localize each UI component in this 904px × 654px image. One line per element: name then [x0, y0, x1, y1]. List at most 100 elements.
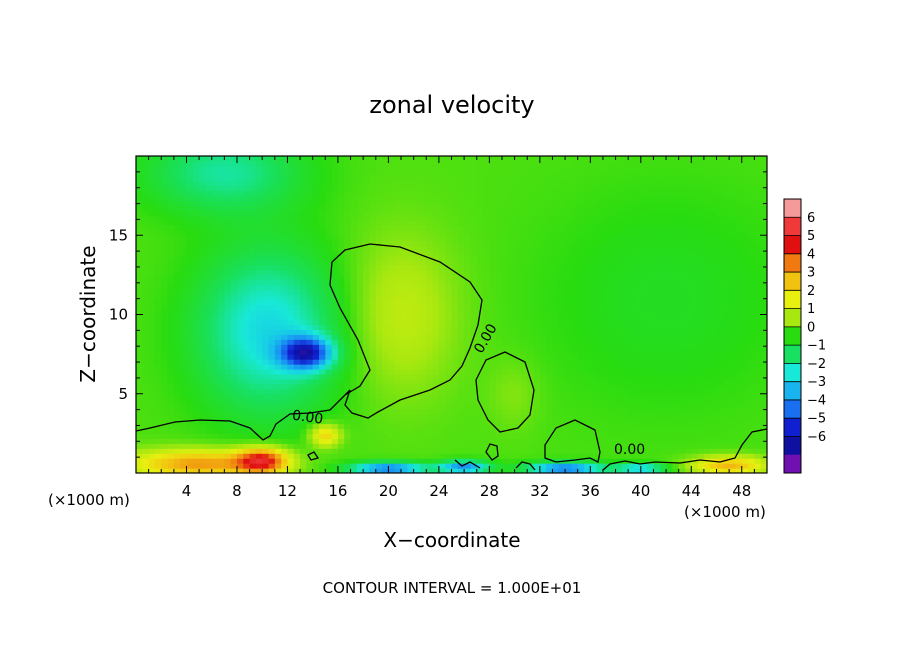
heatmap-cell — [262, 398, 270, 405]
heatmap-cell — [224, 403, 232, 410]
heatmap-cell — [464, 245, 472, 251]
heatmap-cell — [741, 393, 749, 400]
heatmap-cell — [255, 235, 263, 241]
heatmap-cell — [716, 383, 724, 390]
heatmap-cell — [508, 334, 516, 340]
heatmap-cell — [199, 438, 207, 444]
heatmap-cell — [533, 448, 541, 454]
heatmap-cell — [596, 468, 604, 473]
heatmap-cell — [565, 438, 572, 444]
heatmap-cell — [754, 319, 762, 325]
heatmap-cell — [369, 413, 377, 420]
heatmap-cell — [274, 339, 282, 345]
heatmap-cell — [148, 393, 156, 400]
heatmap-cell — [628, 255, 636, 261]
heatmap-cell — [154, 443, 162, 449]
heatmap-cell — [300, 294, 307, 301]
heatmap-cell — [520, 339, 528, 345]
heatmap-cell — [337, 364, 345, 370]
heatmap-cell — [281, 274, 289, 281]
heatmap-cell — [539, 269, 547, 276]
heatmap-cell — [136, 319, 143, 325]
heatmap-cell — [287, 433, 295, 439]
heatmap-cell — [754, 398, 762, 405]
heatmap-cell — [552, 334, 560, 340]
heatmap-cell — [407, 398, 415, 405]
heatmap-cell — [546, 250, 554, 256]
heatmap-cell — [602, 274, 610, 281]
heatmap-cell — [565, 274, 572, 281]
heatmap-cell — [577, 309, 585, 316]
heatmap-cell — [356, 393, 364, 400]
heatmap-cell — [394, 240, 402, 246]
heatmap-cell — [136, 398, 143, 405]
heatmap-cell — [691, 304, 699, 311]
heatmap-cell — [224, 299, 232, 306]
heatmap-cell — [337, 354, 345, 360]
heatmap-cell — [218, 225, 225, 231]
heatmap-cell — [495, 423, 503, 430]
heatmap-cell — [647, 344, 655, 350]
heatmap-cell — [672, 329, 680, 335]
heatmap-cell — [230, 230, 238, 236]
heatmap-cell — [218, 344, 225, 350]
heatmap-cell — [476, 289, 484, 296]
heatmap-cell — [640, 373, 648, 380]
heatmap-cell — [590, 344, 598, 350]
heatmap-cell — [199, 334, 207, 340]
heatmap-cell — [748, 304, 755, 311]
heatmap-cell — [249, 344, 257, 350]
heatmap-cell — [180, 413, 188, 420]
heatmap-cell — [154, 260, 162, 266]
heatmap-cell — [249, 403, 257, 410]
heatmap-cell — [552, 398, 560, 405]
heatmap-cell — [167, 398, 175, 405]
heatmap-cell — [167, 304, 175, 311]
heatmap-cell — [666, 289, 673, 296]
heatmap-cell — [546, 463, 554, 469]
heatmap-cell — [274, 344, 282, 350]
heatmap-cell — [419, 274, 427, 281]
heatmap-cell — [337, 309, 345, 316]
heatmap-cell — [249, 339, 257, 345]
heatmap-cell — [653, 423, 661, 430]
heatmap-cell — [350, 349, 358, 355]
heatmap-cell — [136, 428, 143, 434]
heatmap-cell — [584, 225, 591, 231]
heatmap-cell — [180, 329, 188, 335]
heatmap-cell — [318, 354, 326, 360]
heatmap-cell — [552, 463, 560, 469]
heatmap-cell — [476, 433, 484, 439]
heatmap-cell — [621, 373, 629, 380]
heatmap-cell — [703, 383, 711, 390]
heatmap-cell — [691, 398, 699, 405]
heatmap-cell — [558, 230, 566, 236]
heatmap-cell — [199, 403, 207, 410]
heatmap-cell — [218, 383, 225, 390]
heatmap-cell — [741, 368, 749, 375]
heatmap-cell — [432, 319, 440, 325]
heatmap-cell — [678, 408, 686, 415]
heatmap-cell — [647, 294, 655, 301]
heatmap-cell — [640, 398, 648, 405]
heatmap-cell — [609, 453, 617, 459]
heatmap-cell — [508, 453, 516, 459]
heatmap-cell — [331, 403, 339, 410]
heatmap-cell — [539, 289, 547, 296]
heatmap-cell — [211, 269, 219, 276]
heatmap-cell — [615, 289, 623, 296]
heatmap-cell — [754, 423, 762, 430]
heatmap-cell — [388, 378, 396, 385]
heatmap-cell — [602, 319, 610, 325]
heatmap-cell — [495, 383, 503, 390]
heatmap-cell — [691, 299, 699, 306]
heatmap-cell — [483, 368, 490, 375]
heatmap-cell — [659, 344, 667, 350]
heatmap-cell — [533, 255, 541, 261]
heatmap-cell — [293, 423, 301, 430]
heatmap-cell — [457, 413, 465, 420]
heatmap-cell — [262, 428, 270, 434]
heatmap-cell — [356, 334, 364, 340]
heatmap-cell — [230, 225, 238, 231]
heatmap-cell — [527, 309, 535, 316]
